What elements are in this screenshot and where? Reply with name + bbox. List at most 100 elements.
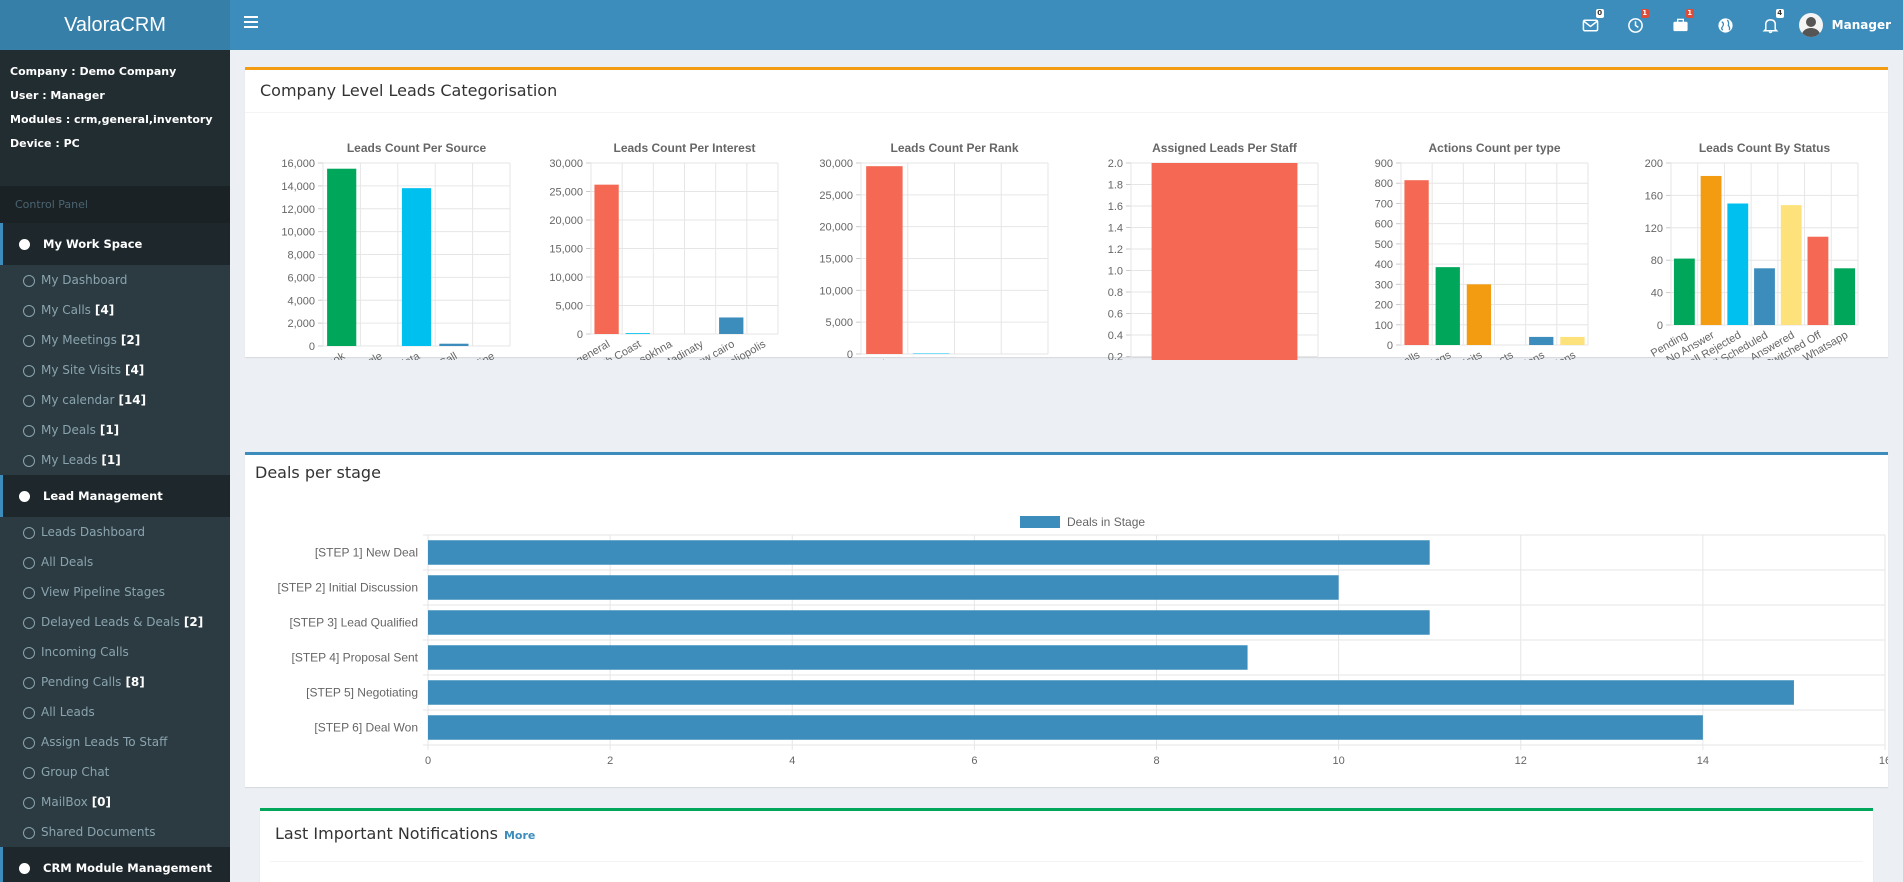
sidebar-item-incoming-calls[interactable]: Incoming Calls (0, 637, 230, 667)
bar[interactable] (1834, 268, 1856, 325)
bar[interactable] (428, 575, 1339, 600)
bar[interactable] (439, 343, 469, 346)
x-tick-label: Calls (1395, 349, 1423, 360)
x-tick-label: 16 (1879, 755, 1888, 767)
company-info: Company : Demo Company (10, 65, 177, 78)
chart-leads-count-per-source: Leads Count Per Source 0 2,000 4,000 6,000 8,… (260, 70, 525, 360)
x-tick-label: 2 (607, 755, 613, 767)
y-tick-label: 160 (1645, 190, 1663, 202)
bar[interactable] (428, 645, 1248, 670)
bar[interactable] (327, 168, 357, 346)
bar[interactable] (1780, 205, 1802, 325)
sidebar-item-my-leads[interactable]: My Leads [1] (0, 445, 230, 475)
notifications-box: Last Important Notifications More (260, 808, 1873, 882)
sidebar-item-group-chat[interactable]: Group Chat (0, 757, 230, 787)
chart-svg: 0 2,000 4,000 6,000 8,000 10,000 12,000 14,000 1… (281, 158, 511, 360)
legend-swatch (1020, 516, 1060, 528)
sidebar-item-leads-dashboard[interactable]: Leads Dashboard (0, 517, 230, 547)
bar[interactable] (625, 333, 650, 334)
bar[interactable] (1435, 267, 1460, 345)
notifications-more-link[interactable]: More (503, 829, 536, 842)
sidebar-item-label: MailBox (41, 795, 88, 809)
sidebar-item-mailbox[interactable]: MailBox [0] (0, 787, 230, 817)
sidebar-item-my-site-visits[interactable]: My Site Visits [4] (0, 355, 230, 385)
chart-leads-count-by-status: Leads Count By Status 0 40 80 120 160 200 Pendi… (1610, 70, 1875, 360)
sidebar-item-pending-calls[interactable]: Pending Calls [8] (0, 667, 230, 697)
sidebar-item-my-deals[interactable]: My Deals [1] (0, 415, 230, 445)
bar[interactable] (866, 166, 903, 354)
device-info: Device : PC (10, 137, 80, 150)
bar[interactable] (719, 317, 744, 334)
user-menu[interactable]: Manager (1793, 0, 1903, 50)
sidebar-item-count: [1] (99, 423, 120, 437)
tasks-badge: 1 (1640, 9, 1649, 18)
sidebar-item-my-calendar[interactable]: My calendar [14] (0, 385, 230, 415)
sidebar-item-my-calls[interactable]: My Calls [4] (0, 295, 230, 325)
sidebar-item-my-meetings[interactable]: My Meetings [2] (0, 325, 230, 355)
bar[interactable] (1560, 336, 1585, 345)
y-tick-label: 14,000 (281, 181, 315, 193)
y-tick-label: 16,000 (281, 158, 315, 170)
y-tick-label: 10,000 (819, 285, 853, 297)
bar[interactable] (1151, 163, 1298, 360)
box-divider (245, 112, 1888, 113)
y-tick-label: 6,000 (287, 272, 315, 284)
y-tick-label: 40 (1651, 288, 1663, 300)
bar[interactable] (1700, 175, 1722, 325)
chart-title: Assigned Leads Per Staff (1152, 141, 1297, 155)
bar[interactable] (428, 680, 1794, 705)
bar[interactable] (428, 715, 1703, 740)
notifications-button[interactable]: 4 (1748, 0, 1793, 50)
sidebar-section-my-work-space[interactable]: My Work Space (0, 223, 230, 265)
y-tick-label: 0.8 (1108, 287, 1123, 299)
bar[interactable] (1673, 258, 1695, 325)
x-tick-label: 6 (971, 755, 977, 767)
language-button[interactable] (1703, 0, 1748, 50)
tasks-button[interactable]: 1 (1613, 0, 1658, 50)
sidebar-item-label: All Leads (41, 705, 95, 719)
y-tick-label: [STEP 2] Initial Discussion (277, 581, 418, 595)
avatar (1798, 13, 1823, 37)
y-tick-label: 20,000 (819, 222, 853, 234)
categorisation-title: Company Level Leads Categorisation (260, 81, 558, 100)
bell-icon (1762, 18, 1779, 33)
bar[interactable] (428, 610, 1430, 635)
sidebar-toggle-icon[interactable] (244, 16, 258, 30)
bar[interactable] (1727, 203, 1749, 326)
user-info: User : Manager (10, 89, 105, 102)
sidebar-item-count: [8] (125, 675, 145, 689)
sidebar-item-label: View Pipeline Stages (41, 585, 165, 599)
bar[interactable] (1754, 268, 1775, 325)
bar[interactable] (401, 188, 432, 346)
sidebar-item-assign-leads-to-staff[interactable]: Assign Leads To Staff (0, 727, 230, 757)
sidebar-section-crm-module-management[interactable]: CRM Module Management (0, 847, 230, 882)
box-divider (270, 861, 1863, 862)
sidebar-item-all-deals[interactable]: All Deals (0, 547, 230, 577)
bar[interactable] (1807, 236, 1829, 325)
sidebar-item-shared-documents[interactable]: Shared Documents (0, 817, 230, 847)
chart-svg: 0 5,000 10,000 15,000 20,000 25,000 30,000 Lead… (819, 158, 1049, 360)
sidebar-item-all-leads[interactable]: All Leads (0, 697, 230, 727)
bar[interactable] (1404, 180, 1429, 345)
y-tick-label: 900 (1375, 158, 1393, 170)
bar[interactable] (1529, 336, 1554, 345)
notifications-badge: 4 (1775, 9, 1784, 18)
bar[interactable] (912, 353, 950, 354)
sidebar-item-my-dashboard[interactable]: My Dashboard (0, 265, 230, 295)
y-tick-label: 25,000 (819, 190, 853, 202)
chart-assigned-leads-per-staff: Assigned Leads Per Staff00.20.40.60.81.0… (1070, 70, 1335, 360)
sidebar-item-delayed-leads-deals[interactable]: Delayed Leads & Deals [2] (0, 607, 230, 637)
sidebar-item-label: Incoming Calls (41, 645, 129, 659)
bar[interactable] (1466, 284, 1492, 345)
bar[interactable] (428, 540, 1430, 565)
bar[interactable] (594, 184, 619, 334)
sidebar-section-lead-management[interactable]: Lead Management (0, 475, 230, 517)
messages-button[interactable]: 0 (1568, 0, 1613, 50)
deals-button[interactable]: 1 (1658, 0, 1703, 50)
chart-title: Leads Count Per Source (346, 141, 487, 155)
sidebar-item-view-pipeline-stages[interactable]: View Pipeline Stages (0, 577, 230, 607)
app-logo[interactable]: ValoraCRM (0, 0, 230, 50)
x-tick-label: hot line (460, 350, 497, 360)
